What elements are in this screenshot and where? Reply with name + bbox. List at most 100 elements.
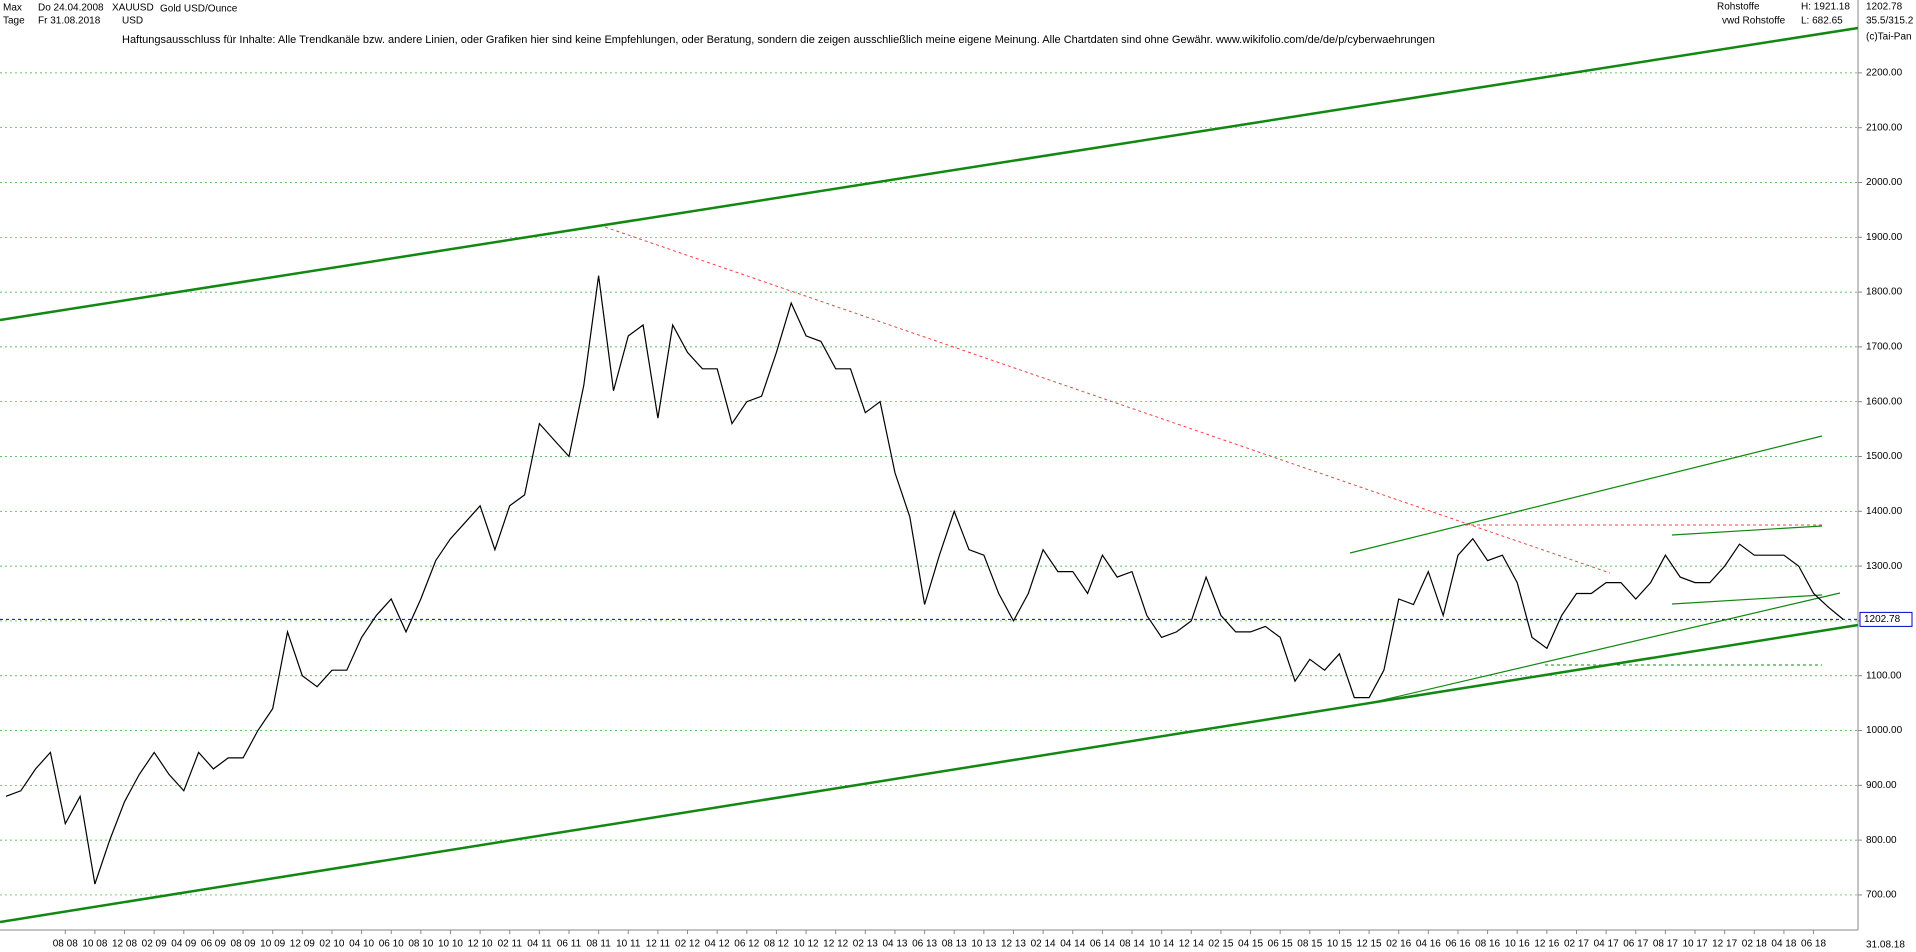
source: vwd Rohstoffe [1722,16,1786,27]
high: H: 1921.18 [1801,2,1850,13]
x-tick-label: 04 15 [1238,939,1263,950]
x-tick-label: 08 08 [53,939,78,950]
x-tick-label: 10 09 [260,939,285,950]
y-tick-label: 1800.00 [1866,287,1903,298]
x-tick-label: 10 12 [794,939,819,950]
trend-line [1369,592,1841,704]
trend-lines [0,26,1859,924]
y-tick-label: 1500.00 [1866,451,1903,462]
x-tick-label: 04 18 [1771,939,1796,950]
x-tick-label: 06 12 [734,939,759,950]
y-tick-label: 2200.00 [1866,68,1903,79]
instrument: Gold USD/Ounce [160,4,238,15]
x-tick-label: 12 13 [1001,939,1026,950]
y-tick-label: 1900.00 [1866,232,1903,243]
x-tick-label: 04 10 [349,939,374,950]
trend-line [1349,435,1823,554]
x-tick-label: 10 16 [1505,939,1530,950]
x-tick-label: 02 17 [1564,939,1589,950]
y-tick-label: 800.00 [1866,835,1897,846]
y-tick-label: 1400.00 [1866,506,1903,517]
x-tick-label: 08 13 [942,939,967,950]
y-tick-label: 1100.00 [1866,670,1902,681]
x-tick-label: 10 17 [1683,939,1708,950]
x-tick-label: 02 13 [853,939,878,950]
last-price-header: 1202.78 [1866,2,1903,13]
y-tick-label: 1600.00 [1866,396,1903,407]
x-tick-label: 10 11 [616,939,641,950]
x-tick-label: 06 15 [1268,939,1293,950]
y-tick-label: 700.00 [1866,890,1897,901]
x-tick-label: 08 16 [1475,939,1500,950]
date-to: Fr 31.08.2018 [38,16,101,27]
x-tick-label: 04 14 [1060,939,1085,950]
x-tick-label: 06 09 [201,939,226,950]
x-tick-label: 12 12 [823,939,848,950]
x-tick-label: 08 09 [231,939,256,950]
x-tick-label: 04 17 [1594,939,1619,950]
x-tick-label: 04 09 [171,939,196,950]
y-tick-label: 1300.00 [1866,561,1903,572]
x-tick-label: 08 14 [1120,939,1145,950]
last-price-box [1859,611,1913,627]
x-tick-label: 04 11 [527,939,552,950]
x-tick-label: 12 14 [1179,939,1204,950]
x-tick-label: 04 16 [1416,939,1441,950]
trend-line [1671,594,1823,605]
x-tick-label: 02 15 [1208,939,1233,950]
x-tick-label: 04 13 [882,939,907,950]
x-tick-label: 12 10 [468,939,493,950]
x-tick-label: 06 17 [1623,939,1648,950]
price-line [5,275,1844,885]
x-tick-label: 02 14 [1031,939,1056,950]
x-tick-label: 12 11 [646,939,671,950]
currency: USD [122,16,143,27]
x-tick-label: 06 18 [1801,939,1826,950]
group: Rohstoffe [1717,2,1760,13]
y-tick-label: 1700.00 [1866,342,1903,353]
x-tick-label: 12 16 [1534,939,1559,950]
x-tick-label: 06 14 [1090,939,1115,950]
x-tick-label: 10 13 [971,939,996,950]
last-price-label: 1202.78 [1864,614,1901,625]
interval: Tage [3,16,25,27]
low: L: 682.65 [1801,16,1843,27]
symbol: XAUUSD [112,3,154,14]
x-tick-label: 06 10 [379,939,404,950]
date-from: Do 24.04.2008 [38,3,104,14]
x-tick-label: 10 15 [1327,939,1352,950]
x-tick-label: 10 14 [1149,939,1174,950]
y-tick-label: 1000.00 [1866,725,1903,736]
x-tick-label: 02 12 [675,939,700,950]
x-tick-label: 04 12 [705,939,730,950]
x-tick-label: 10 10 [438,939,463,950]
plot-area [0,0,1858,930]
x-tick-label: 06 16 [1445,939,1470,950]
copyright: (c)Tai-Pan [1866,32,1912,43]
x-tick-label: 02 09 [142,939,167,950]
x-tick-label: 12 09 [290,939,315,950]
ratio: 35.5/315.2 [1866,16,1914,27]
x-tick-label: 12 15 [1357,939,1382,950]
x-tick-label: 08 11 [586,939,611,950]
y-tick-label: 2000.00 [1866,177,1903,188]
x-tick-label: 12 08 [112,939,137,950]
x-tick-label: 10 08 [82,939,107,950]
x-tick-label: 12 17 [1712,939,1737,950]
x-tick-label: 02 16 [1386,939,1411,950]
trend-line [0,623,1859,924]
x-tick-label: 08 10 [408,939,433,950]
y-tick-label: 900.00 [1866,780,1897,791]
x-tick-label: 08 15 [1297,939,1322,950]
x-tick-label: 08 12 [764,939,789,950]
range: Max [3,3,22,14]
trend-line [1671,525,1823,536]
trend-line [0,26,1859,322]
x-tick-label: 08 17 [1653,939,1678,950]
x-tick-label: 06 13 [912,939,937,950]
x-tick-label: 06 11 [557,939,582,950]
x-tick-label: 02 11 [498,939,523,950]
disclaimer: Haftungsausschluss für Inhalte: Alle Tre… [122,34,1435,46]
